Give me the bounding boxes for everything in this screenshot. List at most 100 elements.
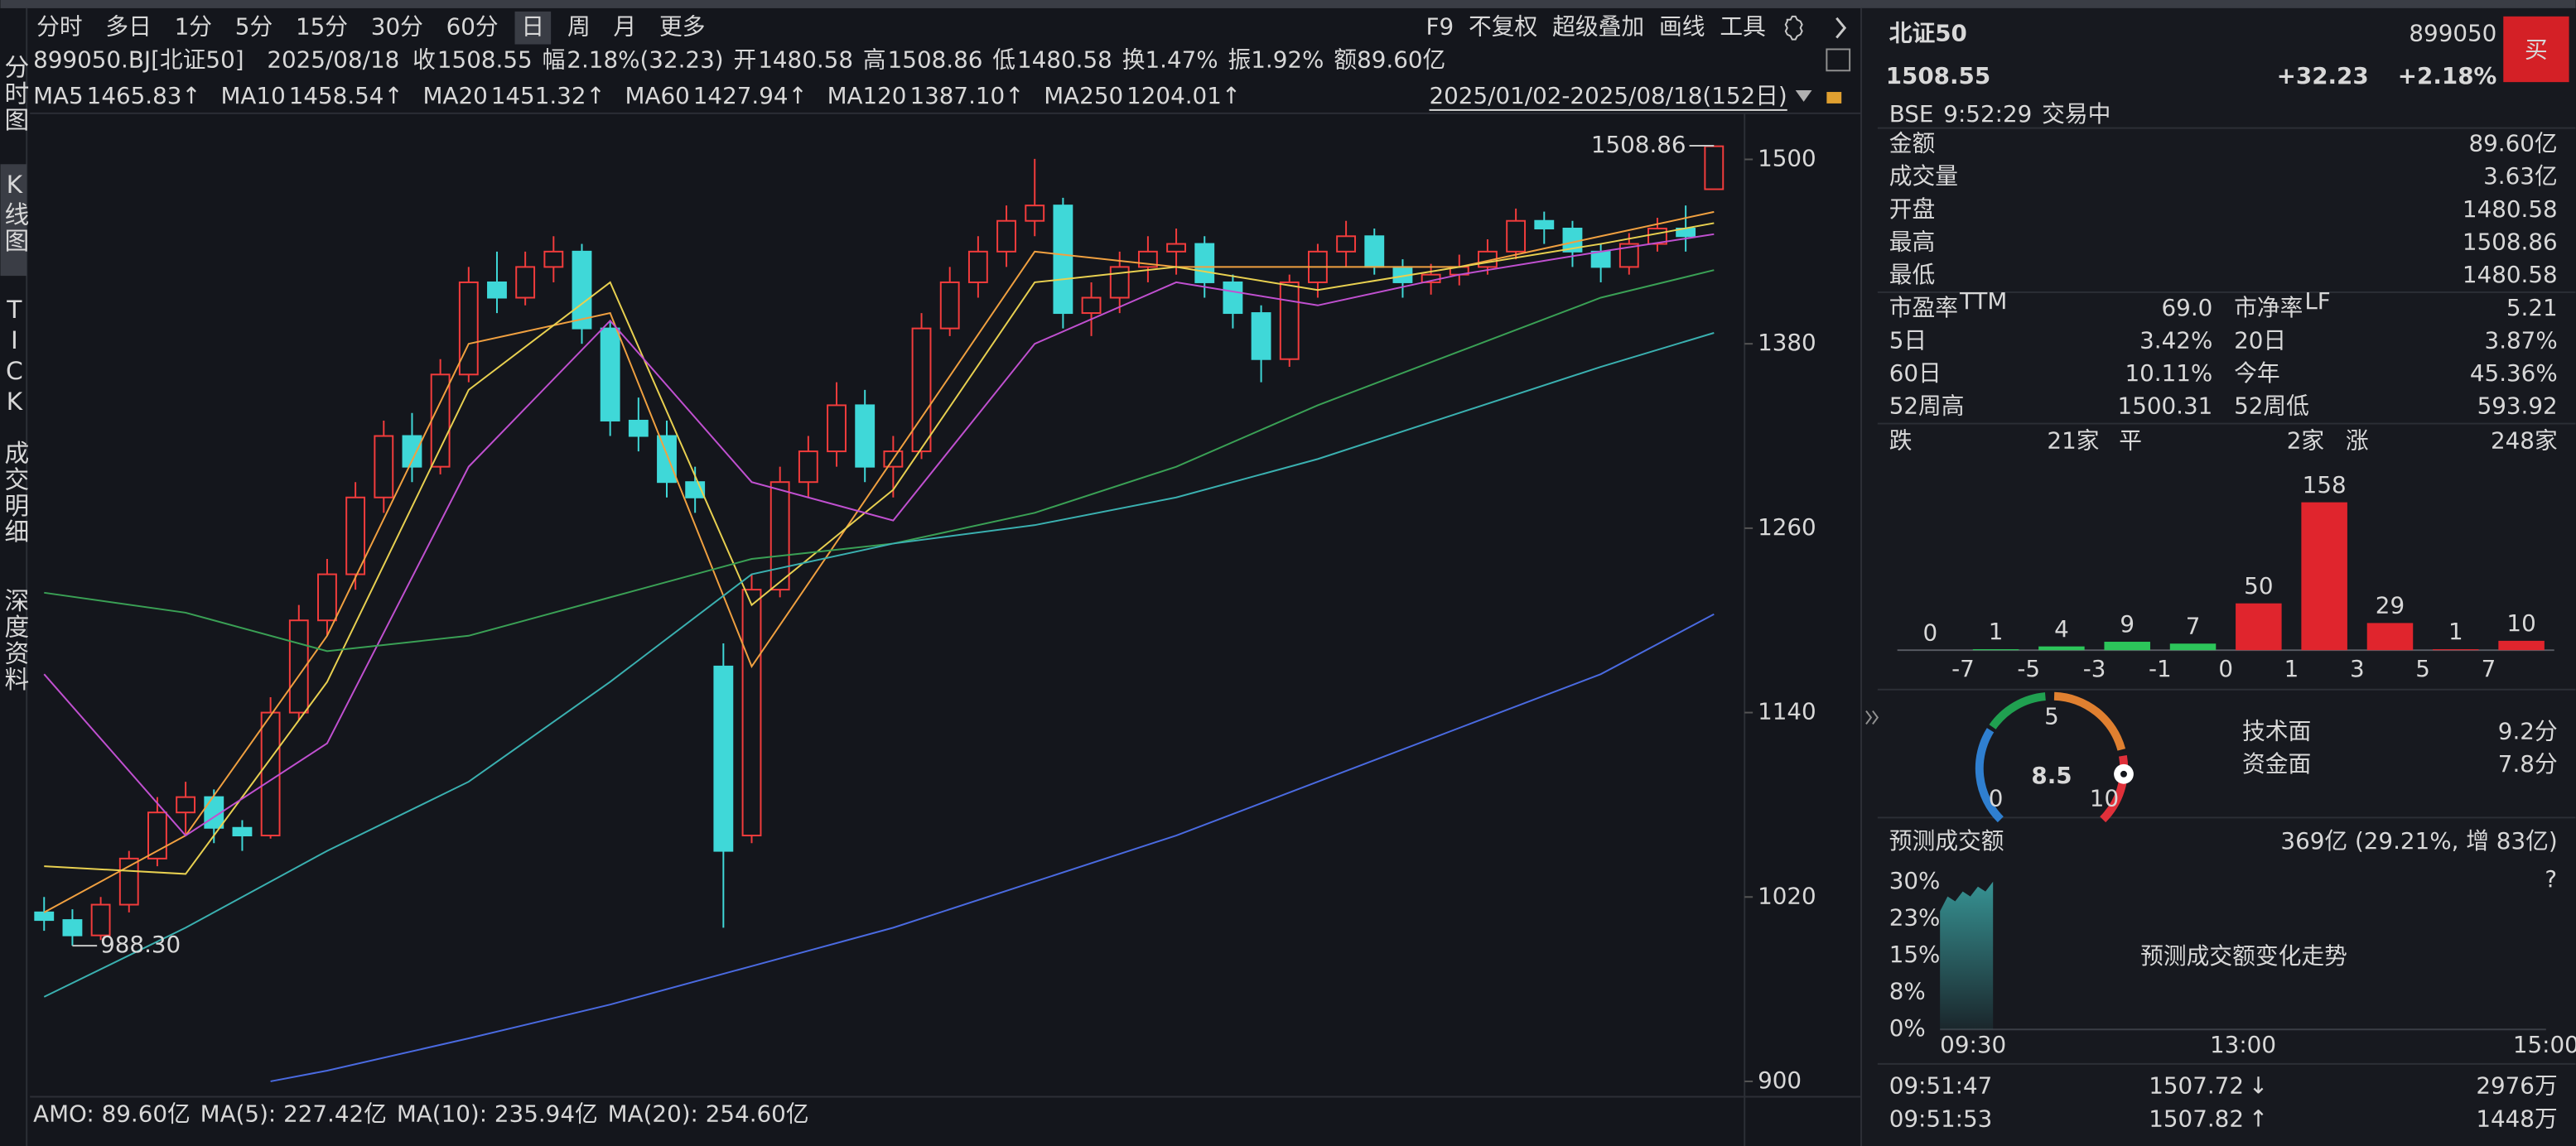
y-tick-label: 900 (1758, 1067, 1802, 1094)
toolbar-tab[interactable]: 5分 (235, 13, 273, 41)
toolbar-tab[interactable]: 1分 (175, 13, 212, 41)
candle-body (769, 481, 790, 591)
candle-body (458, 281, 479, 376)
toolbar-tool[interactable]: 不复权 (1469, 13, 1537, 41)
distribution-tick: -7 (1951, 655, 1975, 682)
side-nav-item[interactable]: 分时图 (0, 54, 29, 132)
side-nav-item[interactable]: 成交明细 (0, 440, 29, 545)
ma-line (270, 613, 1715, 1082)
date-range[interactable]: 2025/01/02-2025/08/18(152日) (1429, 82, 1787, 109)
candle-body (628, 419, 649, 437)
breadth-value: 2家 (2287, 426, 2324, 454)
ma-legend-name: MA20 (423, 82, 488, 109)
metric-label: 今年 (2234, 359, 2280, 387)
distribution-bar (2236, 603, 2282, 651)
gauge-arc (1989, 692, 2046, 729)
candle-body (1534, 219, 1555, 229)
toolbar-tab[interactable]: 周 (567, 13, 591, 41)
distribution-bar (2038, 646, 2085, 651)
ma-legend-value: 1465.83↑ (87, 82, 201, 109)
side-nav-item[interactable]: 深度资料 (0, 588, 29, 693)
quote-date: 2025/08/18 (267, 46, 399, 73)
stat-value: 1480.58 (2463, 261, 2558, 288)
forecast-watermark: 预测成交额变化走势 (2140, 942, 2347, 970)
quote-label: 低 (992, 46, 1015, 73)
toolbar-tool[interactable]: 超级叠加 (1552, 13, 1644, 41)
toolbar-tab[interactable]: 月 (613, 13, 636, 41)
candle-body (543, 250, 564, 268)
toolbar-tool[interactable]: 画线 (1659, 13, 1705, 41)
forecast-y-label: 8% (1889, 978, 1926, 1005)
stat-label: 成交量 (1889, 162, 1958, 190)
distribution-value: 9 (2120, 610, 2135, 638)
buy-label[interactable]: 买 (2525, 36, 2548, 63)
toolbar-tool[interactable]: 工具 (1720, 13, 1766, 41)
candle-body (1251, 312, 1271, 360)
candle-body (1166, 243, 1186, 253)
toolbar-tab[interactable]: 更多 (659, 13, 706, 41)
distribution-value: 158 (2303, 471, 2347, 498)
candle-body (1025, 205, 1045, 222)
toolbar-tab[interactable]: 30分 (371, 13, 423, 41)
panel-handle[interactable] (1865, 710, 1879, 725)
candle-body (515, 266, 536, 299)
tick-price: 1507.82 (2149, 1105, 2244, 1132)
metric-value: 1500.31 (2118, 392, 2213, 420)
candle-body (657, 435, 677, 484)
y-tick-label: 1380 (1758, 329, 1816, 356)
settings-icon[interactable] (1784, 15, 1803, 41)
candle-body (1704, 145, 1725, 190)
distribution-value: 7 (2186, 612, 2201, 639)
candle-body (1223, 281, 1243, 315)
metric-value: 3.87% (2485, 326, 2558, 354)
range-dropdown[interactable] (1795, 90, 1812, 102)
gauge-score: 8.5 (2031, 762, 2072, 789)
toolbar-tool[interactable]: F9 (1426, 13, 1454, 41)
metric-label: 60日 (1889, 359, 1942, 387)
candle-body (90, 903, 111, 937)
gauge-mid: 5 (2044, 702, 2059, 729)
candle-body (374, 435, 394, 498)
distribution-bar (2301, 502, 2347, 651)
metric-value: 593.92 (2477, 392, 2558, 420)
forecast-x-label: 13:00 (2210, 1031, 2276, 1058)
score-value: 7.8分 (2498, 750, 2558, 778)
candle-body (62, 919, 83, 937)
forecast-help[interactable]: ? (2545, 865, 2557, 893)
amo-item: MA(5): 227.42亿 (200, 1100, 387, 1127)
toolbar-tab[interactable]: 15分 (296, 13, 348, 41)
side-nav-item[interactable]: TICK (0, 296, 29, 418)
toolbar-tab[interactable]: 60分 (446, 13, 499, 41)
side-nav-item[interactable]: K线图 (0, 171, 29, 253)
stat-value: 1480.58 (2463, 195, 2558, 223)
candle-body (572, 250, 592, 330)
distribution-tick: 0 (2218, 655, 2233, 682)
toolbar-tab[interactable]: 日 (521, 13, 544, 41)
quote-value: 1508.86 (888, 46, 983, 73)
y-tick-label: 1020 (1758, 882, 1816, 909)
collapse-icon[interactable] (1836, 17, 1847, 39)
lock-icon[interactable] (1826, 92, 1842, 104)
candle-body (1590, 250, 1611, 268)
quote-value: 1480.58 (758, 46, 853, 73)
metric-label: 市盈率 (1889, 294, 1958, 321)
toolbar-tab[interactable]: 分时 (36, 13, 83, 41)
gauge-min: 0 (1989, 785, 2004, 812)
candle-body (827, 404, 847, 453)
buy-button[interactable] (2503, 16, 2569, 83)
breadth-label: 涨 (2346, 426, 2369, 454)
top-strip (0, 0, 2576, 8)
candle-body (967, 250, 988, 283)
quote-label: 开 (733, 46, 756, 73)
candle-body (232, 826, 253, 837)
forecast-y-label: 23% (1889, 903, 1941, 931)
w-icon[interactable] (1826, 48, 1851, 72)
distribution-tick: -3 (2083, 655, 2106, 682)
forecast-y-label: 0% (1889, 1014, 1926, 1042)
last-price: 1508.55 (1886, 62, 1990, 89)
stat-value: 1508.86 (2463, 228, 2558, 255)
toolbar-tab[interactable]: 多日 (105, 13, 152, 41)
annotation-label: 1508.86 (1591, 131, 1686, 158)
